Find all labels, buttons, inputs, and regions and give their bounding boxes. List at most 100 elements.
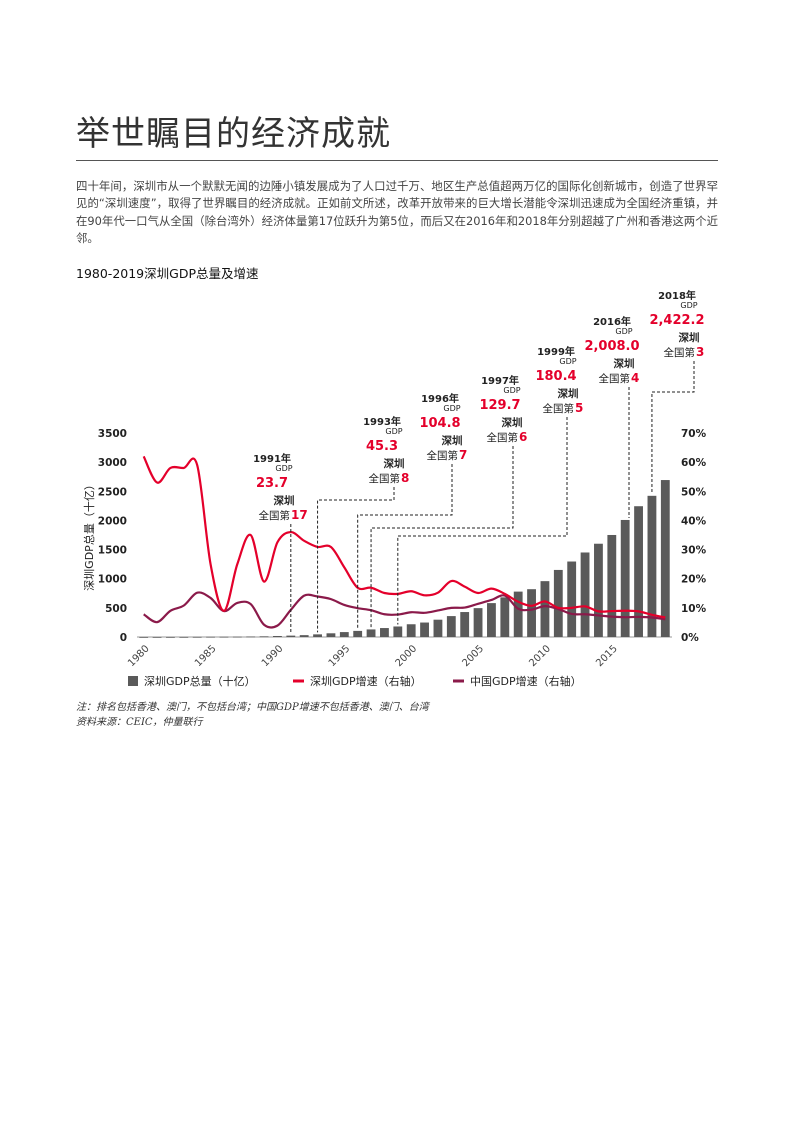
y-tick-label: 3500 bbox=[98, 428, 127, 440]
annotation-rank-prefix: 全国第 bbox=[259, 509, 291, 522]
y2-tick-label: 70% bbox=[681, 428, 707, 440]
annotation-city: 深圳 bbox=[384, 457, 405, 470]
intro-paragraph: 四十年间，深圳市从一个默默无闻的边陲小镇发展成为了人口过千万、地区生产总值超两万… bbox=[76, 179, 718, 246]
gdp-bar bbox=[246, 636, 256, 638]
gdp-bar bbox=[380, 628, 389, 637]
gdp-bar bbox=[406, 624, 416, 637]
annotation-rank: 5 bbox=[575, 401, 583, 415]
gdp-bar bbox=[139, 636, 149, 638]
annotation-year: 1997年 bbox=[481, 374, 519, 387]
gdp-bar bbox=[353, 630, 363, 637]
annotation-city: 深圳 bbox=[502, 416, 523, 429]
annotation-value: 104.8 bbox=[419, 416, 460, 431]
gdp-bar bbox=[553, 569, 563, 637]
y2-tick-label: 50% bbox=[681, 486, 707, 498]
gdp-bar bbox=[540, 581, 550, 637]
annotation-city: 深圳 bbox=[614, 357, 635, 370]
title-divider bbox=[76, 160, 718, 161]
gdp-bar bbox=[660, 480, 670, 637]
annotation-rank-prefix: 全国第 bbox=[369, 472, 401, 485]
y2-tick-label: 60% bbox=[681, 457, 707, 469]
annotation-gdp-label: GDP bbox=[385, 427, 402, 436]
annotation-year: 2018年 bbox=[658, 289, 696, 302]
annotation-leader-line bbox=[317, 487, 395, 633]
y-tick-label: 0 bbox=[120, 632, 127, 644]
annotation-year: 1993年 bbox=[363, 415, 401, 428]
y2-tick-label: 0% bbox=[681, 632, 699, 644]
chart-title: 1980-2019深圳GDP总量及增速 bbox=[76, 266, 259, 281]
gdp-bar bbox=[299, 635, 309, 637]
y-axis-label: 深圳GDP总量（十亿） bbox=[82, 479, 96, 591]
annotation-rank: 8 bbox=[401, 471, 409, 485]
annotation-rank: 17 bbox=[291, 508, 308, 522]
gdp-bar bbox=[286, 635, 296, 637]
legend-swatch-gdp bbox=[128, 676, 138, 686]
gdp-bar bbox=[460, 612, 470, 637]
x-tick-label: 2000 bbox=[394, 643, 420, 669]
annotation-rank: 4 bbox=[631, 371, 639, 385]
legend-label-china-growth: 中国GDP增速（右轴） bbox=[470, 674, 582, 688]
annotation-gdp-label: GDP bbox=[559, 357, 576, 366]
x-tick-label: 1990 bbox=[260, 643, 286, 669]
annotation-value: 45.3 bbox=[366, 439, 398, 454]
chart-note: 注：排名包括香港、澳门，不包括台湾；中国GDP增速不包括香港、澳门、台湾 bbox=[76, 702, 429, 713]
annotation-gdp-label: GDP bbox=[275, 464, 292, 473]
annotation-rank: 7 bbox=[459, 448, 467, 462]
annotation-leader-line bbox=[397, 417, 568, 625]
annotation-city: 深圳 bbox=[442, 434, 463, 447]
annotation-leader-line bbox=[651, 361, 695, 494]
annotation-rank-prefix: 全国第 bbox=[664, 346, 696, 359]
gdp-bar bbox=[166, 636, 175, 638]
gdp-bar bbox=[273, 635, 282, 637]
annotation-city: 深圳 bbox=[274, 494, 295, 507]
annotation-rank: 3 bbox=[696, 345, 704, 359]
annotation-city: 深圳 bbox=[679, 331, 700, 344]
annotation-rank-prefix: 全国第 bbox=[427, 449, 459, 462]
y2-tick-label: 20% bbox=[681, 574, 707, 586]
annotation-value: 2,422.2 bbox=[649, 313, 704, 328]
annotation-year: 2016年 bbox=[593, 315, 631, 328]
annotation-city: 深圳 bbox=[558, 387, 579, 400]
x-tick-label: 1980 bbox=[126, 643, 152, 669]
annotation-year: 1999年 bbox=[537, 345, 575, 358]
china-growth-line bbox=[143, 591, 666, 629]
annotation-leader-line bbox=[370, 446, 514, 628]
gdp-bar bbox=[366, 629, 376, 637]
gdp-bar bbox=[487, 603, 496, 637]
gdp-bar bbox=[446, 616, 456, 637]
gdp-bar bbox=[473, 608, 483, 637]
annotation-value: 180.4 bbox=[535, 369, 576, 384]
y-tick-label: 1000 bbox=[98, 574, 127, 586]
annotation-year: 1991年 bbox=[253, 452, 291, 465]
gdp-bar bbox=[500, 597, 510, 637]
x-tick-label: 2010 bbox=[527, 643, 553, 669]
annotation-rank-prefix: 全国第 bbox=[487, 431, 519, 444]
y-tick-label: 3000 bbox=[98, 457, 127, 469]
y2-tick-label: 40% bbox=[681, 515, 707, 527]
y-tick-label: 2500 bbox=[98, 486, 127, 498]
annotation-gdp-label: GDP bbox=[680, 301, 697, 310]
x-tick-label: 2005 bbox=[460, 643, 486, 669]
annotation-gdp-label: GDP bbox=[443, 404, 460, 413]
gdp-bar bbox=[259, 636, 269, 638]
gdp-bar bbox=[513, 591, 523, 637]
gdp-bar bbox=[433, 619, 443, 637]
y-tick-label: 2000 bbox=[98, 515, 127, 527]
annotation-leader-line bbox=[357, 464, 453, 629]
annotation-year: 1996年 bbox=[421, 392, 459, 405]
gdp-bar bbox=[232, 636, 242, 638]
gdp-bar bbox=[393, 626, 403, 637]
gdp-bar bbox=[594, 543, 603, 637]
gdp-bar bbox=[607, 534, 617, 637]
shenzhen-growth-line bbox=[142, 455, 666, 619]
legend-label-shenzhen-growth: 深圳GDP增速（右轴） bbox=[310, 674, 422, 688]
y-tick-label: 1500 bbox=[98, 545, 127, 557]
gdp-bar bbox=[152, 636, 162, 638]
page-title: 举世瞩目的经济成就 bbox=[76, 114, 391, 154]
gdp-bar bbox=[634, 506, 643, 637]
gdp-bar bbox=[179, 636, 189, 638]
gdp-bar bbox=[620, 519, 630, 637]
legend-label-gdp: 深圳GDP总量（十亿） bbox=[144, 674, 256, 688]
y2-tick-label: 10% bbox=[681, 603, 707, 615]
gdp-bar bbox=[580, 552, 590, 637]
